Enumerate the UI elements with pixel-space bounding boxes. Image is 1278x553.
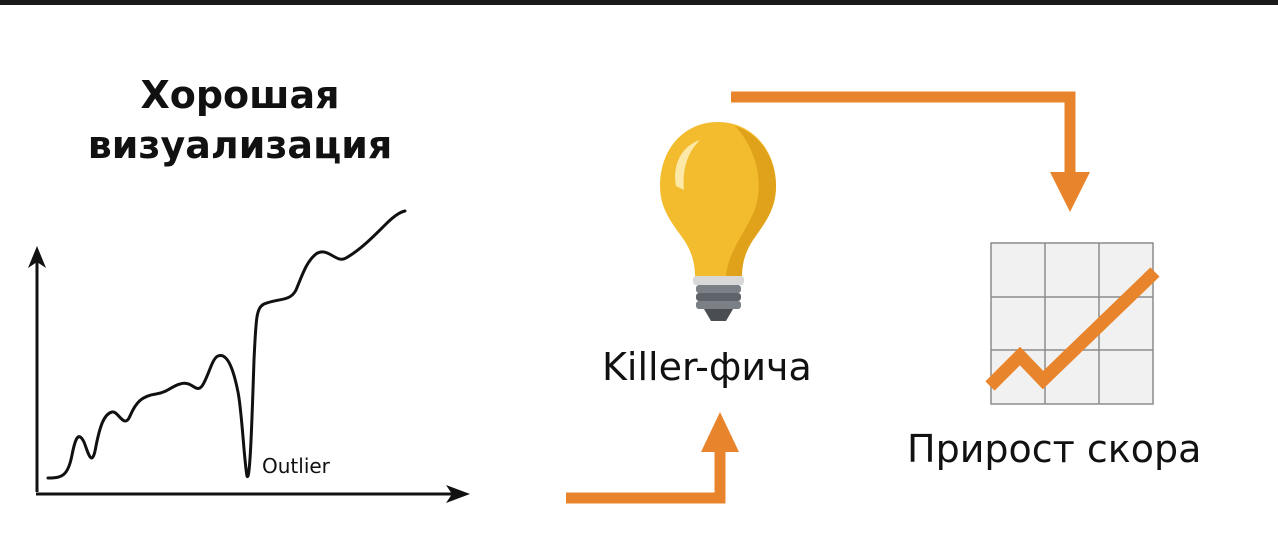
growth-chart-icon: [985, 242, 1160, 405]
result-label: Прирост скора: [907, 427, 1202, 471]
bulb-base-ring-3: [696, 301, 741, 309]
bulb-shade: [726, 126, 776, 276]
lightbulb-icon: [660, 122, 776, 321]
bulb-base-ring-1: [696, 285, 741, 293]
outlier-annotation: Outlier: [262, 454, 330, 478]
bulb-base-ring-2: [696, 293, 741, 301]
connector-arrowhead-down: [1050, 172, 1090, 212]
y-axis-arrowhead: [28, 246, 46, 268]
title-line-2: визуализация: [87, 123, 393, 167]
plot-axes: [28, 246, 470, 503]
title-line-1: Хорошая: [140, 73, 340, 117]
connector-arrowhead-up: [701, 412, 739, 452]
feature-label: Killer-фича: [602, 345, 812, 389]
bulb-highlight: [675, 140, 700, 190]
x-axis-arrowhead: [446, 485, 470, 503]
growth-line: [985, 267, 1160, 391]
page-title: Хорошая визуализация: [60, 70, 420, 170]
bulb-tip: [704, 309, 733, 321]
connector-arrow-to-result: [731, 91, 1090, 212]
bulb-collar: [693, 276, 744, 285]
connector-arrow-to-feature: [566, 412, 739, 504]
top-border: [0, 0, 1278, 5]
grid-background: [990, 242, 1154, 405]
trend-line: [46, 209, 407, 480]
